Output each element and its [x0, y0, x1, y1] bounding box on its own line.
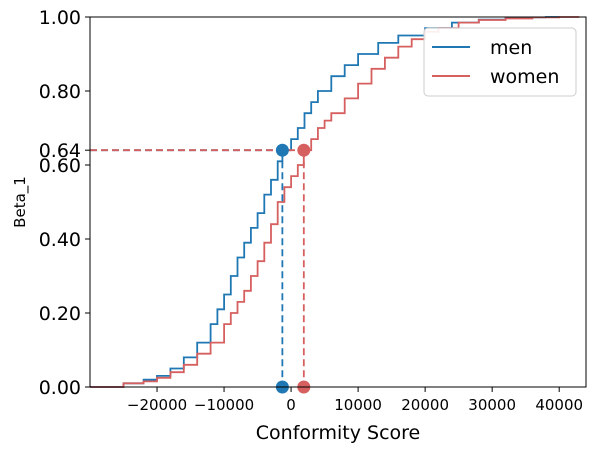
x-tick-label: 20000	[401, 396, 449, 414]
y-tick-label: 0.40	[39, 229, 81, 251]
x-tick-label: 30000	[468, 396, 516, 414]
x-tick-label: 10000	[334, 396, 382, 414]
y-tick-label: 0.60	[39, 155, 81, 177]
y-tick-label: 0.20	[39, 303, 81, 325]
legend-label-women: women	[490, 66, 559, 88]
y-tick-label: 0.64	[39, 140, 81, 162]
y-tick-label: 0.80	[39, 81, 81, 103]
x-tick-label: 0	[286, 396, 296, 414]
x-axis: −20000 −10000 0 10000 20000 30000 40000	[127, 387, 583, 414]
legend: men women	[423, 27, 577, 97]
y-axis: 0.00 0.20 0.40 0.600.64 0.80 1.00	[39, 7, 90, 399]
markers	[275, 143, 311, 394]
marker-point-men	[275, 143, 289, 157]
x-axis-label: Conformity Score	[256, 422, 420, 444]
y-tick-label: 0.00	[39, 377, 81, 399]
guide-lines	[90, 149, 305, 387]
plot-frame	[89, 16, 587, 388]
legend-box	[423, 27, 577, 97]
y-axis-label: Beta_1	[11, 176, 30, 228]
x-tick-label: 40000	[535, 396, 583, 414]
x-tick-label: −10000	[194, 396, 254, 414]
y-tick-label: 1.00	[39, 7, 81, 29]
legend-label-men: men	[490, 37, 532, 59]
marker-point-women	[297, 143, 311, 157]
x-tick-label: −20000	[127, 396, 187, 414]
